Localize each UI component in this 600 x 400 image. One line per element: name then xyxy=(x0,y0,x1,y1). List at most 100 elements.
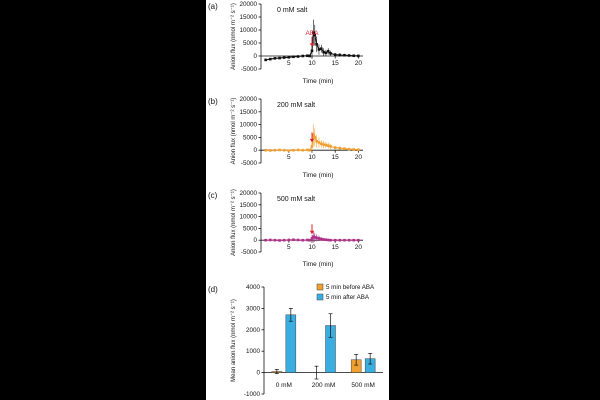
data-point xyxy=(282,238,286,242)
data-point xyxy=(315,43,318,46)
legend-swatch xyxy=(316,293,324,301)
data-point xyxy=(308,148,311,152)
y-tick-label: 10000 xyxy=(239,214,257,221)
data-point xyxy=(324,143,328,147)
data-point xyxy=(296,148,300,152)
data-point xyxy=(324,238,328,242)
figure-svg: (a) 0 mM salt Anion flux (nmol m⁻² s⁻¹) -50… xyxy=(208,1,383,398)
data-point xyxy=(306,238,309,242)
data-point xyxy=(296,238,300,242)
aba-arrowhead xyxy=(309,43,315,47)
data-point xyxy=(326,144,330,147)
data-point xyxy=(310,145,314,148)
y-axis-label: Anion flux (nmol m⁻² s⁻¹) xyxy=(231,189,237,256)
data-point xyxy=(333,53,337,56)
panel-title: 200 mM salt xyxy=(277,102,315,109)
data-point xyxy=(329,145,332,148)
data-point xyxy=(287,56,291,59)
data-point xyxy=(315,236,318,240)
aba-label: ABA xyxy=(305,30,319,37)
data-point xyxy=(301,148,305,152)
y-axis-label: Anion flux (nmol m⁻² s⁻¹) xyxy=(231,3,237,70)
y-tick-label: 15000 xyxy=(239,109,257,116)
y-tick-label: 5000 xyxy=(243,225,258,232)
y-axis-label: Anion flux (nmol m⁻² s⁻¹) xyxy=(231,98,237,165)
y-tick-label: -5000 xyxy=(241,66,258,73)
data-point xyxy=(357,238,360,242)
panel-label: (c) xyxy=(208,191,218,200)
data-point xyxy=(333,238,337,242)
y-axis-label: Mean anion flux (nmol m⁻² s⁻¹) xyxy=(231,299,237,382)
x-tick-label: 500 mM xyxy=(351,382,374,389)
y-tick-label: -5000 xyxy=(241,249,258,256)
x-tick-label: 0 mM xyxy=(276,382,292,389)
y-tick-label: -5000 xyxy=(241,160,258,167)
y-tick-label: 2000 xyxy=(246,327,261,334)
data-point xyxy=(301,238,305,242)
data-point xyxy=(329,52,332,55)
data-point xyxy=(315,139,318,143)
data-point xyxy=(273,148,277,152)
legend-label: 5 min before ABA xyxy=(326,284,375,291)
data-point xyxy=(268,149,272,152)
data-point xyxy=(319,237,323,241)
x-tick-label: 20 xyxy=(355,60,363,67)
data-point xyxy=(282,56,286,59)
data-point xyxy=(296,55,300,58)
data-point xyxy=(352,148,356,151)
data-point xyxy=(264,148,267,152)
data-point xyxy=(292,55,295,59)
x-tick-label: 15 xyxy=(332,244,340,251)
data-point xyxy=(282,148,286,152)
x-tick-label: 200 mM xyxy=(312,382,335,389)
data-point xyxy=(312,133,315,137)
x-axis-label: Time (min) xyxy=(303,78,334,85)
y-tick-label: 1000 xyxy=(246,348,261,355)
data-point xyxy=(338,146,342,150)
data-point xyxy=(343,53,346,57)
x-tick-label: 5 xyxy=(287,244,291,251)
data-point xyxy=(333,146,337,149)
data-point xyxy=(317,48,321,51)
data-point xyxy=(313,33,317,37)
y-tick-label: 0 xyxy=(253,53,257,60)
data-point xyxy=(287,149,291,153)
data-point xyxy=(292,238,295,242)
bar xyxy=(285,314,297,373)
aba-arrowhead xyxy=(309,138,315,143)
y-tick-label: 0 xyxy=(253,237,257,244)
x-tick-label: 10 xyxy=(308,60,316,67)
y-tick-label: 20000 xyxy=(239,96,257,103)
x-tick-label: 15 xyxy=(332,154,340,161)
y-tick-label: 5000 xyxy=(243,134,258,141)
panel-title: 0 mM salt xyxy=(277,7,307,14)
panel-label: (b) xyxy=(208,97,218,106)
aba-arrowhead xyxy=(309,230,315,235)
data-point xyxy=(343,238,346,242)
y-tick-label: 10000 xyxy=(239,27,257,34)
data-point xyxy=(306,148,309,152)
data-point xyxy=(312,31,315,34)
y-tick-label: 4000 xyxy=(246,284,261,291)
data-point xyxy=(347,54,351,57)
data-point xyxy=(326,50,330,53)
legend-label: 5 min after ABA xyxy=(326,294,370,301)
x-tick-label: 20 xyxy=(355,154,363,161)
y-tick-label: 15000 xyxy=(239,14,257,21)
x-axis-label: Time (min) xyxy=(303,172,334,179)
data-point xyxy=(343,147,346,150)
data-point xyxy=(313,236,317,239)
y-tick-label: 10000 xyxy=(239,122,257,129)
data-point xyxy=(278,239,281,242)
data-point xyxy=(347,147,351,151)
y-tick-label: 20000 xyxy=(239,190,257,197)
legend-swatch xyxy=(316,283,324,291)
y-tick-label: 3000 xyxy=(246,305,261,312)
data-point xyxy=(357,54,360,58)
data-point xyxy=(326,238,330,242)
data-point xyxy=(306,54,309,58)
y-tick-label: 20000 xyxy=(239,1,257,8)
x-tick-label: 15 xyxy=(332,60,340,67)
data-point xyxy=(338,53,342,57)
y-tick-label: 15000 xyxy=(239,202,257,209)
